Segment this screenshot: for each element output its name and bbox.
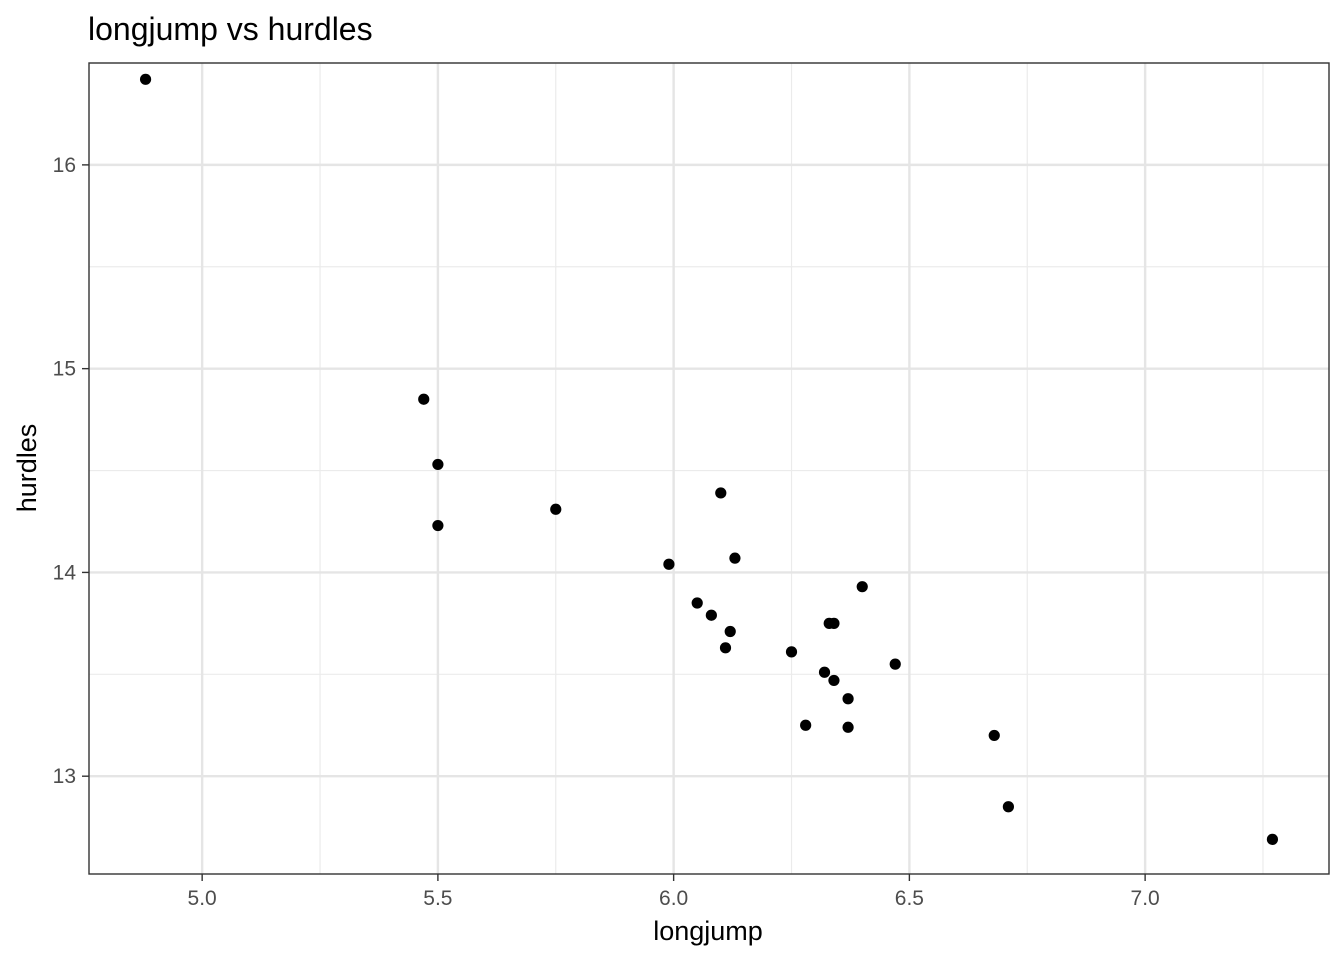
chart-title: longjump vs hurdles — [88, 11, 373, 47]
data-point — [856, 581, 868, 593]
data-point — [842, 721, 854, 733]
data-point — [550, 503, 562, 515]
data-point — [719, 642, 732, 654]
data-points — [139, 73, 1279, 845]
data-point — [818, 666, 831, 678]
x-tick-label: 7.0 — [1131, 887, 1160, 910]
data-point — [715, 487, 727, 499]
y-tick-label: 14 — [53, 561, 77, 584]
data-point — [842, 693, 854, 705]
x-tick-label: 5.5 — [423, 887, 452, 910]
x-axis-title: longjump — [653, 916, 763, 946]
data-point — [432, 458, 444, 471]
data-point — [828, 617, 840, 629]
data-point — [691, 597, 703, 609]
data-point — [988, 729, 1000, 742]
x-tick-label: 6.0 — [659, 887, 688, 910]
data-point — [889, 658, 901, 670]
data-point — [828, 674, 840, 687]
data-point — [724, 625, 736, 638]
data-point — [432, 519, 444, 532]
data-point — [139, 73, 152, 85]
data-point — [729, 552, 741, 564]
major-gridlines — [89, 63, 1329, 874]
y-tick-label: 13 — [53, 765, 76, 788]
x-axis-ticks: 5.0 5.5 6.0 6.5 7.0 — [188, 874, 1160, 910]
plot-panel-border — [88, 62, 1330, 875]
data-point — [418, 393, 430, 405]
y-axis-title: hurdles — [12, 424, 42, 513]
x-tick-label: 6.5 — [895, 887, 924, 910]
x-tick-label: 5.0 — [188, 887, 217, 910]
y-tick-label: 15 — [53, 358, 76, 381]
data-point — [1266, 833, 1279, 845]
data-point — [705, 609, 717, 621]
y-tick-label: 16 — [53, 154, 76, 177]
data-point — [1002, 801, 1014, 813]
data-point — [800, 719, 812, 731]
y-axis-ticks: 13 14 15 16 — [53, 154, 89, 788]
data-point — [785, 646, 798, 658]
minor-gridlines — [89, 62, 1329, 874]
data-point — [663, 558, 675, 570]
